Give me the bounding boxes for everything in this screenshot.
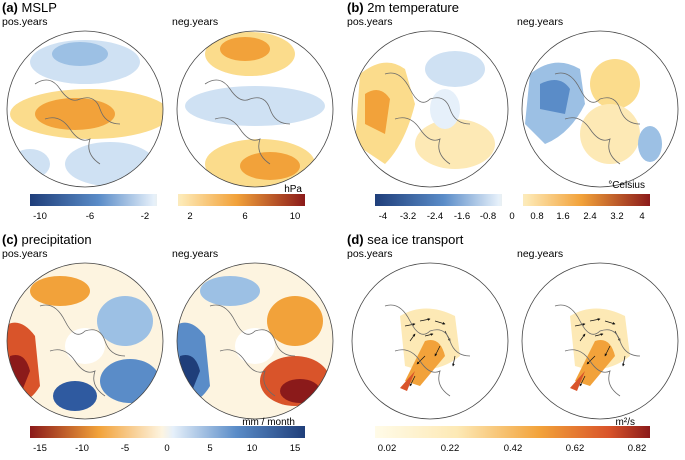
neg-map-border bbox=[521, 30, 679, 188]
tick-label: 0 bbox=[164, 443, 169, 454]
panel-mslp: (a) MSLP pos.years neg.years bbox=[0, 0, 340, 228]
coastlines bbox=[34, 79, 291, 165]
tick-label: -10 bbox=[75, 443, 89, 454]
tick-label: 0.42 bbox=[504, 443, 523, 454]
transport-arrows bbox=[574, 318, 626, 387]
temperature-neg-map bbox=[522, 31, 678, 187]
precipitation-maps bbox=[6, 262, 334, 420]
panel-title-text: MSLP bbox=[21, 0, 57, 15]
pos-map-border bbox=[351, 262, 509, 420]
panel-sea-ice-transport: (d) sea ice transport pos.years neg.year… bbox=[345, 232, 685, 460]
tick-label: 0.02 bbox=[378, 443, 397, 454]
temperature-maps bbox=[351, 30, 679, 188]
mslp-neg-map bbox=[177, 31, 333, 187]
panel-title-text: sea ice transport bbox=[367, 232, 464, 247]
tick-label: -10 bbox=[33, 211, 47, 222]
neg-map-border bbox=[521, 262, 679, 420]
tick-label: -3.2 bbox=[400, 211, 416, 222]
tick-label: -0.8 bbox=[480, 211, 496, 222]
pos-map-border bbox=[351, 30, 509, 188]
tick-label: -4 bbox=[379, 211, 387, 222]
pos-years-label: pos.years bbox=[347, 16, 393, 28]
temperature-pos-map bbox=[352, 31, 508, 187]
neg-map-border bbox=[176, 30, 334, 188]
panel-title: (c) precipitation bbox=[2, 232, 92, 247]
unit-label: mm / month bbox=[242, 417, 295, 428]
precipitation-pos-map bbox=[7, 263, 163, 419]
panel-tag: (d) bbox=[347, 232, 364, 247]
tick-label: 0.22 bbox=[441, 443, 460, 454]
tick-label: 10 bbox=[247, 443, 258, 454]
panel-title: (b) 2m temperature bbox=[347, 0, 459, 15]
neg-years-label: neg.years bbox=[517, 248, 564, 260]
tick-label: 2.4 bbox=[583, 211, 596, 222]
mslp-colorbar: -10 -6 -2 2 6 10 bbox=[30, 194, 305, 222]
coastlines bbox=[384, 72, 641, 165]
tick-label: -15 bbox=[33, 443, 47, 454]
tick-label: -2.4 bbox=[427, 211, 443, 222]
tick-label: 6 bbox=[242, 211, 247, 222]
unit-label: °Celsius bbox=[608, 180, 645, 191]
pos-years-label: pos.years bbox=[2, 248, 48, 260]
pos-map-border bbox=[6, 30, 164, 188]
panel-2m-temperature: (b) 2m temperature pos.years neg.years bbox=[345, 0, 685, 228]
pos-map-border bbox=[6, 262, 164, 420]
panel-title-text: 2m temperature bbox=[367, 0, 459, 15]
unit-label: m²/s bbox=[615, 417, 635, 428]
tick-label: -1.6 bbox=[454, 211, 470, 222]
tick-label: 0.8 bbox=[530, 211, 543, 222]
coastlines bbox=[384, 304, 641, 397]
panel-title: (a) MSLP bbox=[2, 0, 57, 15]
tick-label: -6 bbox=[86, 211, 94, 222]
unit-label: hPa bbox=[284, 184, 302, 195]
pos-years-label: pos.years bbox=[2, 16, 48, 28]
panel-title-text: precipitation bbox=[21, 232, 92, 247]
coastlines bbox=[39, 304, 296, 397]
tick-label: 0.82 bbox=[628, 443, 647, 454]
tick-label: 10 bbox=[290, 211, 301, 222]
panel-tag: (c) bbox=[2, 232, 18, 247]
tick-label: 3.2 bbox=[610, 211, 623, 222]
neg-map-border bbox=[176, 262, 334, 420]
transport-arrows bbox=[404, 318, 456, 387]
sea-ice-pos-map bbox=[352, 263, 508, 419]
tick-label: -5 bbox=[121, 443, 129, 454]
sea-ice-maps bbox=[351, 262, 679, 420]
temperature-colorbar: -4 -3.2 -2.4 -1.6 -0.8 0 0.8 1.6 2.4 3.2… bbox=[375, 194, 650, 222]
panel-precipitation: (c) precipitation pos.years neg.years bbox=[0, 232, 340, 460]
tick-label: 0.62 bbox=[566, 443, 585, 454]
neg-years-label: neg.years bbox=[172, 248, 219, 260]
mslp-maps bbox=[6, 30, 334, 188]
tick-label: 5 bbox=[207, 443, 212, 454]
mslp-pos-map bbox=[7, 31, 163, 187]
panel-tag: (b) bbox=[347, 0, 364, 15]
sea-ice-neg-map bbox=[522, 263, 678, 419]
precipitation-neg-map bbox=[177, 263, 333, 419]
tick-label: 0 bbox=[509, 211, 514, 222]
tick-label: 4 bbox=[639, 211, 644, 222]
panel-tag: (a) bbox=[2, 0, 18, 15]
neg-years-label: neg.years bbox=[517, 16, 564, 28]
tick-label: -2 bbox=[141, 211, 149, 222]
tick-label: 15 bbox=[290, 443, 301, 454]
precipitation-colorbar: -15 -10 -5 0 5 10 15 bbox=[30, 426, 305, 454]
tick-label: 2 bbox=[187, 211, 192, 222]
tick-label: 1.6 bbox=[556, 211, 569, 222]
pos-years-label: pos.years bbox=[347, 248, 393, 260]
sea-ice-colorbar: 0.02 0.22 0.42 0.62 0.82 bbox=[375, 426, 650, 454]
panel-title: (d) sea ice transport bbox=[347, 232, 463, 247]
neg-years-label: neg.years bbox=[172, 16, 219, 28]
